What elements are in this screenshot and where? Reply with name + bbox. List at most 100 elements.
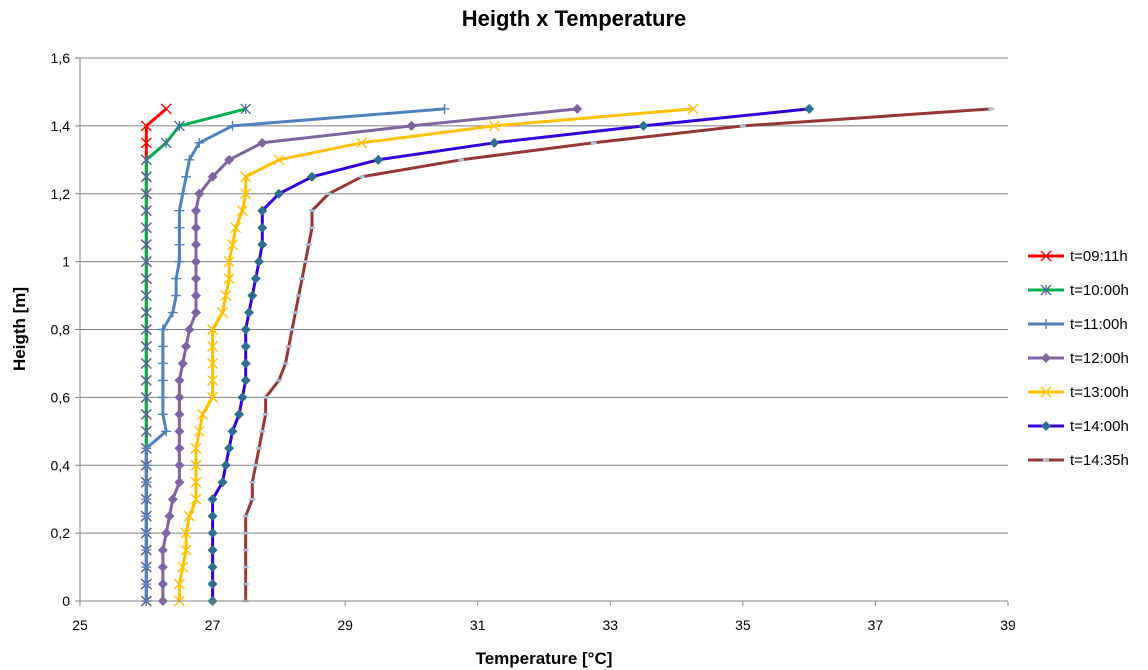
data-point [184,154,195,165]
data-point [140,222,152,234]
legend-entry: t=13:00h [1028,384,1129,401]
data-point [190,442,202,454]
data-point [140,290,152,302]
data-point [234,409,245,420]
gridlines [80,57,1008,534]
series-lines [140,103,995,607]
data-point [141,460,152,471]
data-point [236,205,248,217]
data-point [174,460,185,471]
data-point [157,358,168,369]
legend-label: t=10:00h [1070,282,1129,299]
data-point [207,324,219,335]
data-point [257,205,268,216]
data-point [191,273,201,284]
data-point [140,374,152,386]
data-point [140,239,152,251]
series-line [144,107,247,601]
x-tick-label: 33 [602,617,618,633]
data-point [240,341,251,352]
data-point [223,256,235,268]
data-point [207,545,218,556]
x-tick-label: 27 [205,617,221,633]
data-point [191,239,201,250]
data-point [224,154,235,165]
y-tick-label: 1 [62,254,70,270]
data-point [240,103,252,115]
series-line [161,107,578,601]
series-6 [242,107,995,603]
y-tick-label: 1,2 [51,186,71,202]
data-point [140,273,152,285]
data-point [141,545,152,556]
x-tick-label: 39 [1000,617,1016,633]
data-point [174,375,185,386]
data-point [191,307,201,318]
data-point [140,307,152,318]
data-point [250,273,261,284]
data-point [174,477,185,488]
data-point [207,579,218,590]
data-point [171,273,182,284]
data-point [406,120,417,131]
data-point [194,137,205,148]
legend-entry: t=14:00h [1028,418,1129,435]
data-point [227,120,238,131]
data-point [257,137,268,148]
data-point [157,562,168,573]
series-line [177,107,694,601]
legend-label: t=11:00h [1070,316,1128,333]
data-point [223,273,235,285]
data-point [174,239,185,250]
data-point [180,544,192,556]
data-point [257,222,268,233]
data-point [244,307,255,318]
data-point [183,510,195,522]
data-point [207,357,219,369]
data-point [638,120,649,131]
data-point [164,511,175,522]
data-point [687,103,699,115]
data-point [140,391,152,403]
x-axis-title: Temperature [°C] [476,649,613,668]
data-point [140,137,152,149]
data-point [141,511,152,522]
data-point [141,494,152,505]
data-point [171,290,182,301]
y-tick-label: 1,6 [51,50,71,66]
data-point [572,103,583,114]
legend-label: t=14:35h [1070,452,1129,469]
data-point [174,392,185,403]
data-point [220,460,231,471]
y-tick-label: 0,6 [51,389,71,405]
data-point [191,222,201,233]
y-tick-label: 0,4 [51,457,71,473]
data-point [217,477,228,488]
legend-label: t=14:00h [1070,418,1129,435]
legend-label: t=13:00h [1070,384,1129,401]
data-point [174,205,185,216]
data-point [174,222,185,233]
tick-labels: 0 0,2 0,4 0,6 0,8 1 1,2 1,4 1,6 25 27 29 31 33 35 37 39 [51,50,1016,633]
data-point [230,222,242,234]
data-point [173,120,185,132]
data-point [207,562,218,573]
series-5 [207,103,815,606]
x-tick-label: 29 [337,617,353,633]
data-point [207,340,219,352]
data-point [140,188,152,200]
data-point [190,493,202,505]
data-point [207,171,218,182]
data-point [273,154,285,166]
data-point [141,477,152,488]
legend: t=09:11h t=10:00h t=11:00h t=12:00h t=13:00h… [1028,248,1129,469]
data-point [207,374,219,386]
data-point [373,154,384,165]
data-point [488,120,500,132]
data-point [140,408,152,420]
data-point [1041,421,1051,431]
series-line [144,107,445,601]
series-4 [173,103,699,607]
data-point [240,324,251,335]
